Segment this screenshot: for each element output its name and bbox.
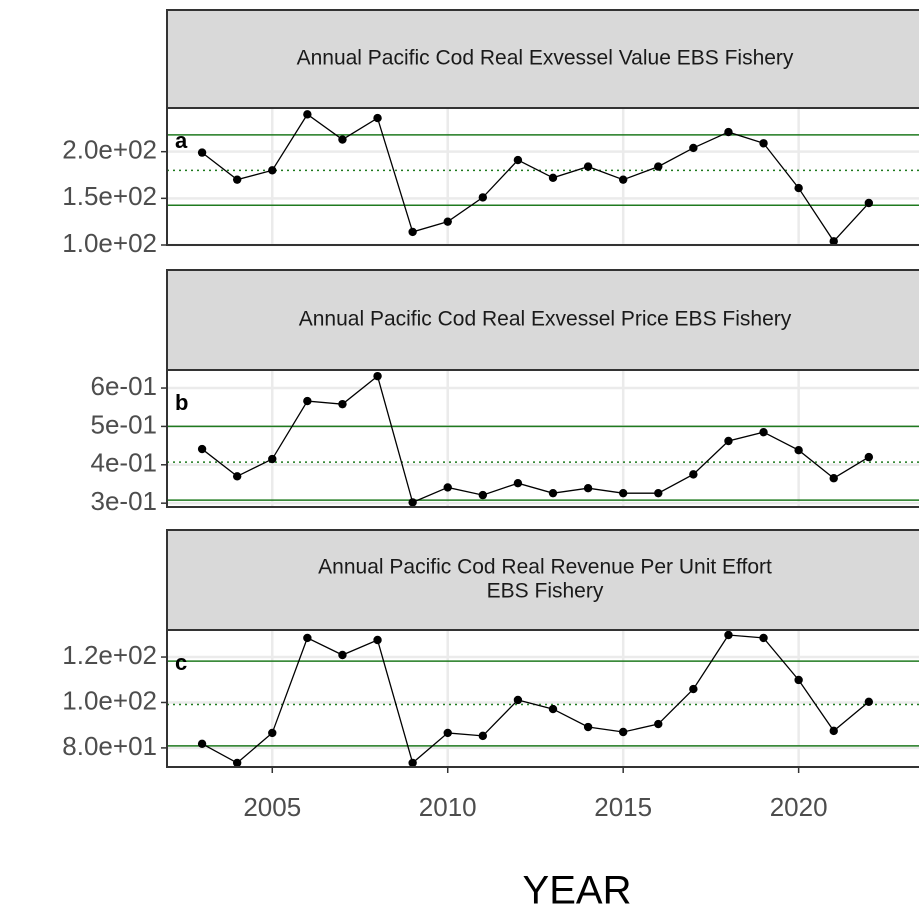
data-point: [197, 148, 207, 157]
data-point: [513, 695, 523, 705]
series-line: [201, 634, 870, 765]
strip-title: Annual Pacific Cod Real Exvessel Price E…: [299, 308, 792, 331]
data-point: [478, 193, 488, 202]
y-tick-label: 8.0e+01: [62, 731, 157, 761]
data-point: [583, 483, 593, 493]
data-point: [759, 427, 768, 437]
y-tick-label: 4e-01: [91, 448, 158, 478]
panel-tag: a: [175, 128, 188, 153]
data-point: [268, 728, 277, 738]
data-point: [618, 175, 628, 184]
panel-tag: b: [175, 390, 188, 415]
strip-title: Annual Pacific Cod Real Revenue Per Unit…: [318, 556, 772, 579]
data-point: [724, 436, 733, 446]
data-point: [548, 704, 558, 714]
y-tick-label: 2.0e+02: [62, 135, 157, 165]
data-point: [548, 488, 558, 498]
data-point: [478, 490, 488, 500]
panel-border: [166, 107, 919, 246]
x-tick-label: 2020: [770, 792, 828, 822]
data-point: [303, 396, 312, 406]
data-point: [583, 162, 593, 171]
strip: [166, 9, 919, 109]
data-point: [724, 127, 733, 137]
x-tick-label: 2005: [243, 792, 301, 822]
panel-border: [166, 629, 919, 768]
data-point: [654, 162, 663, 171]
data-point: [373, 635, 382, 645]
y-tick-label: 1.2e+02: [62, 640, 157, 670]
data-point: [794, 675, 803, 685]
data-point: [303, 633, 312, 643]
data-point: [794, 183, 803, 193]
y-tick-label: 1.0e+02: [62, 228, 157, 258]
data-point: [303, 110, 312, 119]
data-point: [513, 479, 523, 488]
data-point: [408, 758, 417, 768]
data-point: [548, 173, 558, 183]
data-point: [864, 452, 874, 462]
y-tick-label: 1.0e+02: [62, 685, 157, 715]
data-point: [373, 371, 382, 381]
strip-title: Annual Pacific Cod Real Exvessel Value E…: [297, 47, 794, 70]
data-point: [654, 488, 663, 498]
strip: [166, 529, 919, 631]
series-line: [201, 113, 870, 243]
data-point: [654, 719, 663, 729]
data-point: [829, 726, 838, 736]
data-point: [829, 474, 838, 483]
data-point: [759, 139, 768, 148]
data-point: [829, 237, 838, 246]
data-point: [513, 155, 523, 165]
data-point: [232, 758, 242, 768]
data-point: [443, 217, 452, 226]
data-point: [759, 633, 768, 643]
data-point: [864, 697, 874, 706]
data-point: [408, 227, 417, 237]
data-point: [689, 143, 698, 153]
series-line: [201, 375, 870, 504]
data-point: [338, 135, 347, 144]
data-point: [232, 472, 242, 481]
x-tick-label: 2010: [419, 792, 477, 822]
data-point: [268, 454, 277, 464]
y-tick-label: 5e-01: [91, 409, 158, 439]
strip-title: EBS Fishery: [487, 580, 604, 603]
data-point: [338, 650, 347, 660]
data-point: [408, 498, 417, 507]
y-tick-label: 6e-01: [91, 371, 158, 401]
y-tick-label: 1.5e+02: [62, 181, 157, 211]
data-point: [794, 446, 803, 455]
data-point: [197, 739, 207, 749]
data-point: [724, 630, 733, 640]
data-point: [618, 727, 628, 737]
data-point: [689, 470, 698, 479]
data-point: [478, 731, 488, 741]
x-tick-label: 2015: [594, 792, 652, 822]
data-point: [618, 488, 628, 498]
data-point: [268, 166, 277, 175]
data-point: [583, 722, 593, 732]
panel-border: [166, 369, 919, 508]
x-axis-label: YEAR: [523, 869, 632, 913]
data-point: [338, 399, 347, 409]
data-point: [443, 483, 452, 492]
data-point: [197, 444, 207, 454]
data-point: [232, 175, 242, 184]
data-point: [443, 728, 452, 738]
data-point: [689, 684, 698, 694]
data-point: [373, 113, 382, 123]
panel-tag: c: [175, 650, 187, 675]
data-point: [864, 198, 874, 208]
y-tick-label: 3e-01: [91, 486, 158, 516]
